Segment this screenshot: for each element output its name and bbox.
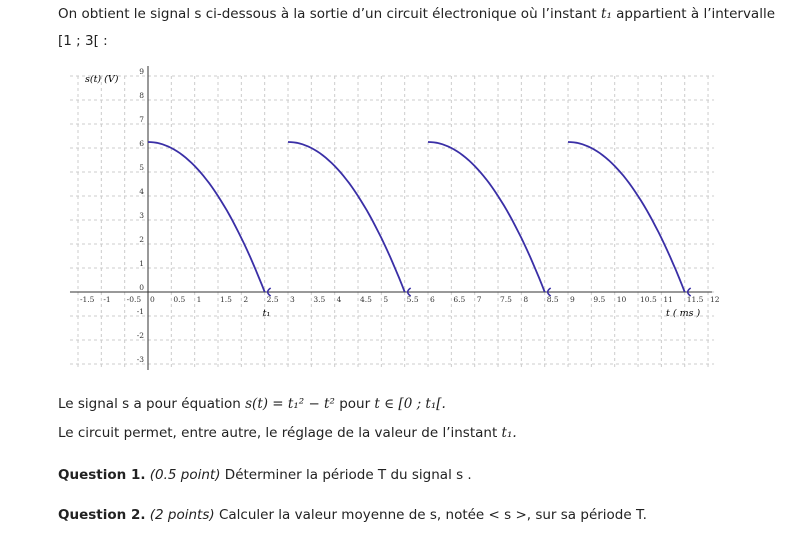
y-tick-label: 0	[139, 283, 144, 292]
q2-points: (2 points)	[149, 507, 215, 523]
q2-text: Calculer la valeur moyenne de s, notée <…	[218, 507, 647, 523]
x-tick-label: 10	[617, 295, 627, 304]
x-tick-label: 0	[150, 295, 155, 304]
question-1: Question 1. (0.5 point) Déterminer la pé…	[58, 467, 472, 483]
circuit-line: Le circuit permet, entre autre, le régla…	[58, 425, 517, 441]
eq-pre: Le signal	[58, 396, 118, 412]
intro-text: On obtient le signal s ci-dessous à la s…	[58, 6, 597, 22]
x-tick-label: 5.5	[407, 295, 419, 304]
q1-text: Déterminer la période T du signal s .	[224, 467, 472, 483]
interval: [1 ; 3[ :	[58, 33, 108, 49]
signal-chart: -1.5 -1 -0.5 0 0.5 1 1.5 2 2.5 3 3.5 4 4.5 5 5.5 6 6.5 7 7…	[69, 66, 720, 370]
eq-domain: t ∈ [0 ; t₁[.	[374, 396, 446, 412]
y-tick-label: 3	[139, 211, 144, 220]
signal-arc-4	[567, 141, 686, 293]
x-tick-label: 1.5	[220, 295, 232, 304]
x-tick-label: 7.5	[500, 295, 512, 304]
x-tick-label: 2	[243, 295, 248, 304]
y-tick-label: -1	[137, 307, 144, 316]
open-bracket-marker	[406, 287, 412, 297]
x-tick-label: 1	[197, 295, 202, 304]
y-tick-label: 2	[139, 235, 144, 244]
x-tick-label: 4.5	[360, 295, 372, 304]
x-tick-label: -1.5	[80, 295, 95, 304]
open-bracket-marker	[546, 287, 552, 297]
x-tick-label: 11.5	[687, 295, 704, 304]
x-tick-label: 8	[523, 295, 528, 304]
x-tick-label: 0.5	[173, 295, 185, 304]
eq-s: s	[122, 396, 130, 412]
x-tick-label: -1	[103, 295, 110, 304]
signal-arc-3	[427, 141, 546, 293]
y-tick-label: 1	[139, 259, 144, 268]
x-tick-label: 4	[337, 295, 342, 304]
y-tick-label: 6	[139, 139, 144, 148]
y-axis-label: s(t) (V)	[85, 74, 119, 85]
y-tick-label: 4	[139, 187, 144, 196]
y-tick-label: 8	[139, 91, 144, 100]
x-tick-label: 8.5	[547, 295, 559, 304]
q2-label: Question 2.	[58, 507, 146, 523]
q1-points: (0.5 point)	[149, 467, 221, 483]
q1-label: Question 1.	[58, 467, 146, 483]
x-tick-label: 2.5	[267, 295, 279, 304]
eq-mid: a pour équation	[133, 396, 241, 412]
eq-formula: s(t) = t₁² − t²	[245, 396, 335, 412]
x-tick-label: 6	[430, 295, 435, 304]
x-tick-label: 9	[570, 295, 575, 304]
intro-text-end: appartient à l’intervalle	[616, 6, 776, 22]
eq-pour: pour	[339, 396, 371, 412]
y-tick-label: 5	[139, 163, 144, 172]
y-tick-label: 9	[139, 67, 144, 76]
x-tick-label: 10.5	[640, 295, 657, 304]
x-tick-label: 3	[290, 295, 295, 304]
y-tick-label: 7	[139, 115, 144, 124]
x-tick-label: 7	[477, 295, 482, 304]
t1-symbol: t₁	[601, 6, 612, 22]
t1-label: t₁	[263, 308, 271, 319]
open-bracket-marker	[266, 287, 272, 297]
x-tick-label: 5	[383, 295, 388, 304]
y-tick-label: -3	[137, 355, 145, 364]
x-axis-label: t ( ms )	[666, 308, 700, 319]
signal-arc-2	[287, 141, 406, 293]
y-tick-label: -2	[137, 331, 145, 340]
question-2: Question 2. (2 points) Calculer la valeu…	[58, 507, 647, 523]
x-tick-label: 11	[663, 295, 673, 304]
circuit-text: Le circuit permet, entre autre, le régla…	[58, 425, 498, 441]
intro-line: On obtient le signal s ci-dessous à la s…	[58, 6, 775, 22]
circuit-t1: t₁.	[501, 425, 517, 441]
x-tick-label: 12	[710, 295, 720, 304]
x-tick-label: 6.5	[453, 295, 465, 304]
equation-line: Le signal s a pour équation s(t) = t₁² −…	[58, 396, 446, 412]
x-tick-label: 3.5	[313, 295, 325, 304]
x-tick-label: -0.5	[127, 295, 142, 304]
signal-arc-1	[147, 141, 266, 293]
open-bracket-marker	[686, 287, 692, 297]
x-tick-label: 9.5	[593, 295, 605, 304]
